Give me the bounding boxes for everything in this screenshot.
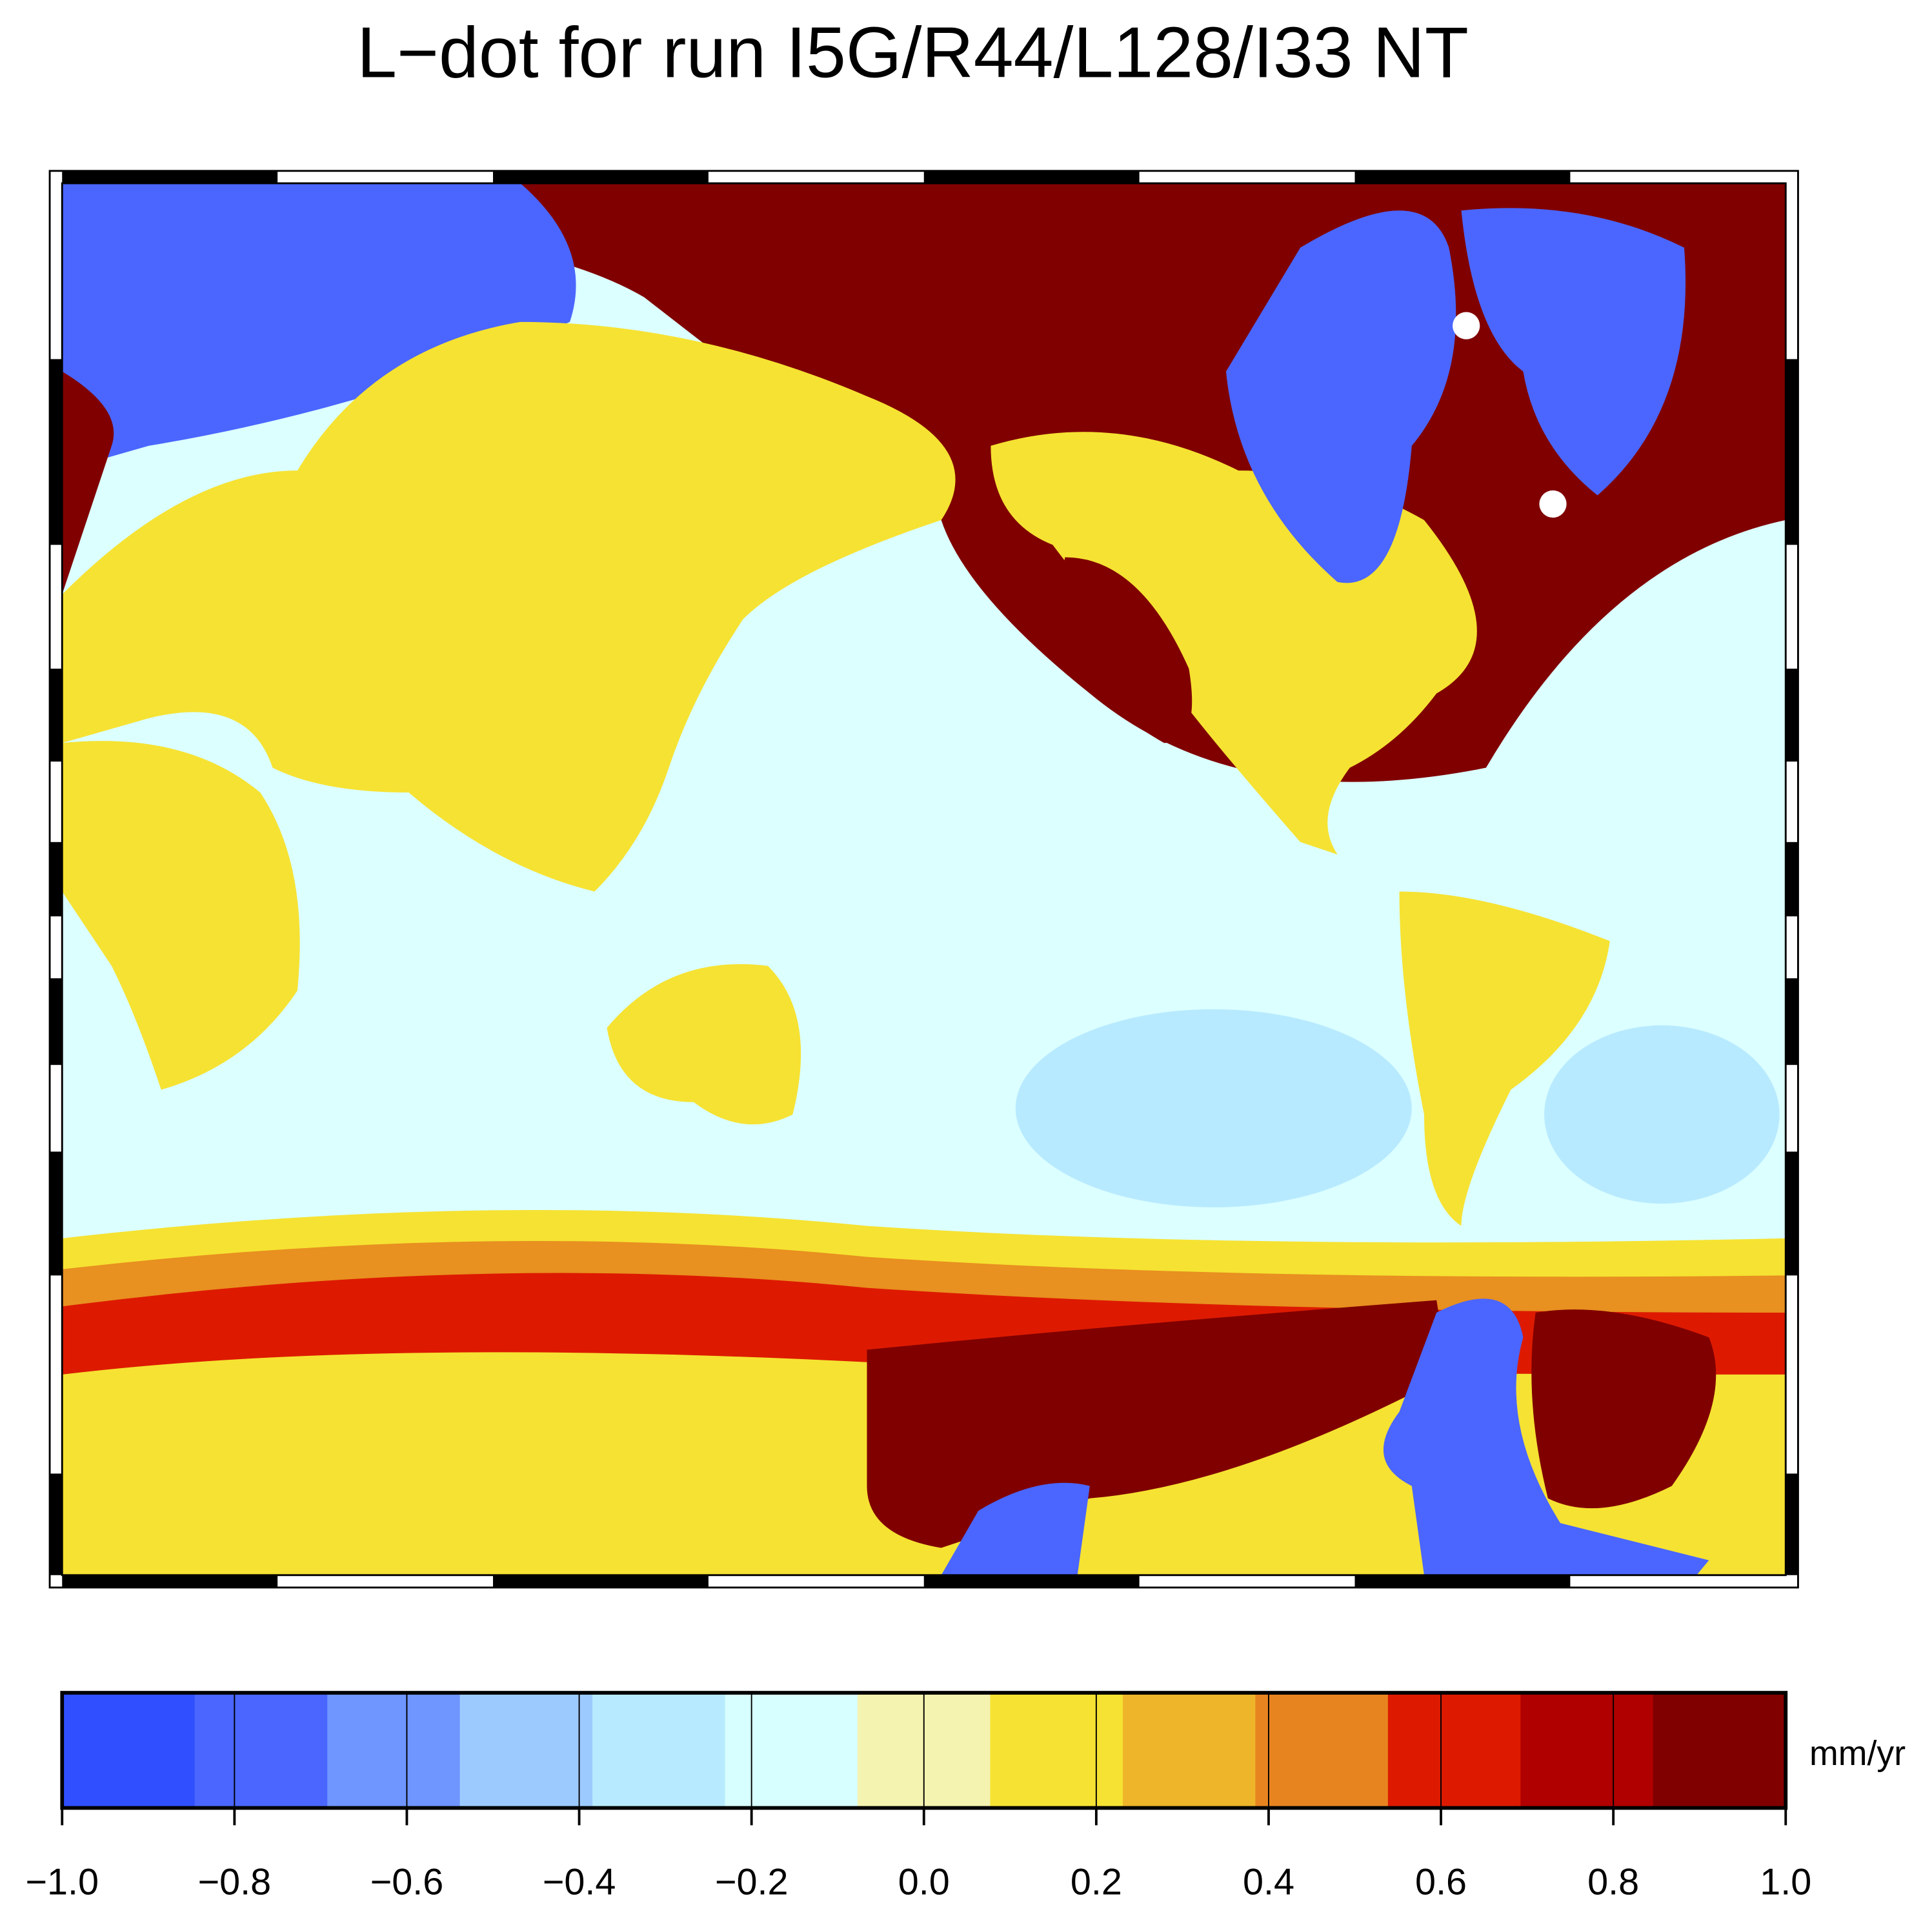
anomaly — [1383, 1298, 1709, 1575]
anomaly — [1052, 557, 1192, 743]
colorbar-segment — [1653, 1693, 1787, 1808]
map — [48, 170, 1799, 1589]
colorbar-tick-label: −0.6 — [370, 1862, 444, 1903]
colorbar-tick-label: −0.4 — [543, 1862, 616, 1903]
anomaly — [1225, 210, 1456, 583]
anomaly — [1544, 1025, 1780, 1204]
africa — [62, 741, 300, 1090]
colorbar-segment — [990, 1693, 1123, 1808]
colorbar-segment — [1122, 1693, 1256, 1808]
colorbar-tick-label: 0.8 — [1587, 1862, 1639, 1903]
eurasia — [62, 321, 956, 892]
anomaly — [1531, 1309, 1716, 1509]
colorbar-segment — [327, 1693, 461, 1808]
colorbar-segment — [1387, 1693, 1522, 1808]
colorbar-segment — [725, 1693, 858, 1808]
colorbar-tick-label: 0.6 — [1415, 1862, 1467, 1903]
south-america — [1399, 891, 1610, 1226]
colorbar-segment — [459, 1693, 594, 1808]
colorbar-unit: mm/yr — [1809, 1734, 1906, 1773]
colorbar-segment — [194, 1693, 328, 1808]
anomaly — [1015, 1009, 1412, 1207]
title: L−dot for run I5G/R44/L128/I33 NT — [357, 12, 1469, 93]
colorbar-tick-label: −1.0 — [25, 1862, 99, 1903]
colorbar-tick-label: 0.4 — [1243, 1862, 1294, 1903]
site-marker — [1539, 490, 1567, 518]
colorbar-segment — [1520, 1693, 1654, 1808]
anomaly — [941, 1482, 1090, 1575]
colorbar-tick-label: 1.0 — [1760, 1862, 1811, 1903]
anomaly — [1461, 208, 1686, 496]
colorbar-tick-label: −0.2 — [715, 1862, 789, 1903]
australia — [607, 964, 801, 1125]
site-marker — [1453, 312, 1480, 339]
frame-ticks — [50, 170, 1798, 1588]
anomaly — [867, 1300, 1449, 1548]
colorbar-tick-label: 0.0 — [898, 1862, 950, 1903]
colorbar-segment — [592, 1693, 726, 1808]
colorbar-tick-label: 0.2 — [1071, 1862, 1122, 1903]
colorbar-segment — [62, 1693, 196, 1808]
colorbar: −1.0 −0.8 −0.6 −0.4 −0.2 0.0 0.2 0.4 0.6 0.8 1.0 — [25, 1691, 1811, 1903]
colorbar-tick-label: −0.8 — [198, 1862, 272, 1903]
anomaly — [62, 371, 114, 595]
colorbar-segment — [1255, 1693, 1389, 1808]
anomaly — [62, 183, 576, 471]
